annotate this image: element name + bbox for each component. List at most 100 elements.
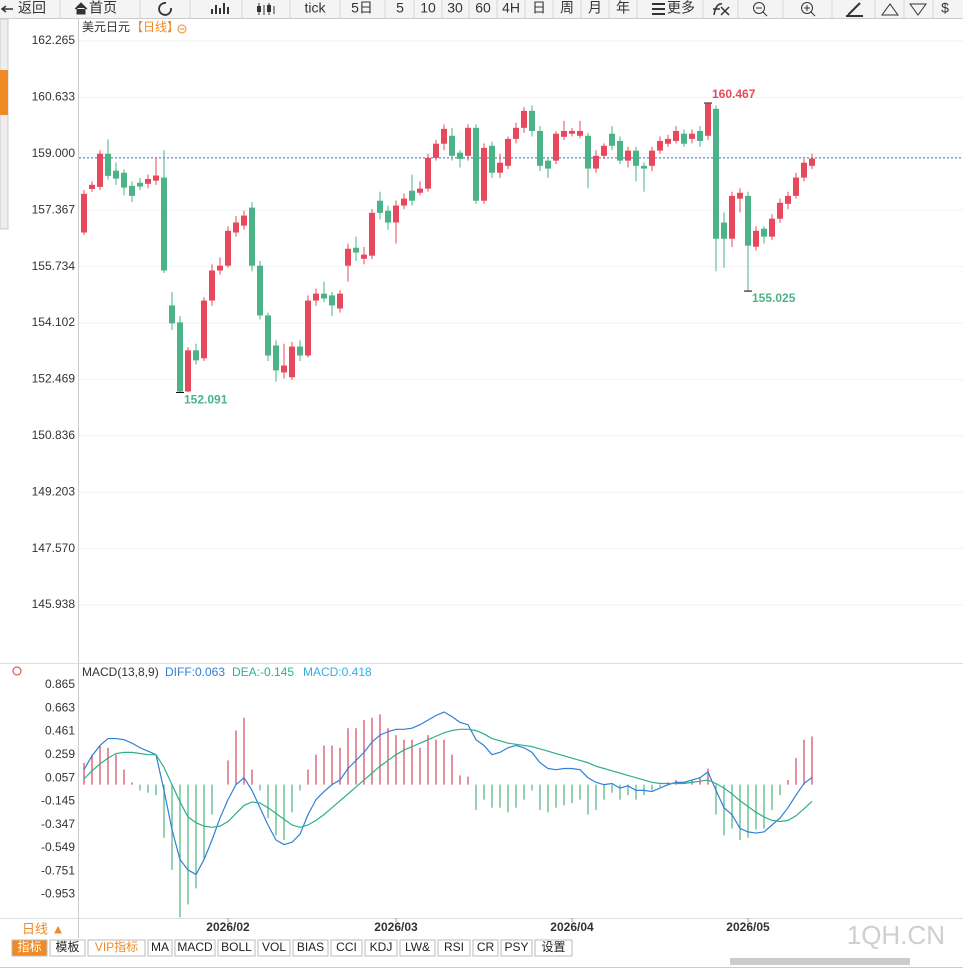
indicator-tab[interactable]: RSI (444, 940, 464, 954)
indicator-tab-bg[interactable] (437, 939, 471, 957)
settings-icon[interactable] (12, 666, 22, 676)
y-tick-label: 155.734 (32, 259, 76, 273)
y-tick-label: 0.259 (45, 747, 75, 761)
candle-body (609, 133, 615, 146)
menu-icon[interactable] (652, 3, 665, 15)
candle-body (713, 108, 719, 239)
toolbar-button[interactable]: 5 (396, 0, 404, 16)
indicator-tab[interactable]: MACD (177, 940, 213, 954)
y-tick-label: 0.461 (45, 724, 75, 738)
toolbar-button[interactable]: 更多 (667, 0, 695, 16)
chart-title: 美元日元 (82, 20, 130, 34)
indicator-tab-bg[interactable] (472, 939, 499, 957)
candle-body (81, 193, 87, 233)
candle-body (593, 155, 599, 169)
indicator-tab-bg[interactable] (87, 939, 146, 957)
collapse-icon[interactable] (177, 24, 187, 34)
indicator-tab-bg[interactable] (399, 939, 436, 957)
indicator-tab[interactable]: MA (151, 940, 169, 954)
fx-icon[interactable] (713, 3, 730, 16)
candle-body (457, 152, 463, 159)
candle-body (673, 130, 679, 141)
period-tab-bg[interactable] (8, 921, 74, 938)
indicator-tab-bg[interactable] (49, 939, 86, 957)
y-tick-label: 162.265 (32, 33, 76, 47)
candle-icon-body[interactable] (257, 6, 261, 12)
y-tick-label: -0.347 (41, 817, 75, 831)
candle-body (497, 162, 503, 173)
indicator-tab[interactable]: PSY (504, 940, 528, 954)
indicator-tab-bg[interactable] (500, 939, 533, 957)
pen-icon[interactable] (846, 2, 863, 17)
toolbar-button[interactable]: 返回 (18, 0, 46, 16)
indicator-tab-bg[interactable] (292, 939, 329, 957)
toolbar-button[interactable]: 60 (475, 0, 491, 16)
candle-body (265, 315, 271, 356)
toolbar-button[interactable]: 月 (588, 0, 602, 16)
macd-line (83, 711, 813, 876)
toolbar-button[interactable]: 10 (420, 0, 436, 16)
toolbar-button[interactable]: 日 (532, 0, 546, 16)
candle-body (537, 130, 543, 166)
indicator-tab-bg[interactable] (217, 939, 256, 957)
y-tick-label: 0.057 (45, 770, 75, 784)
bar-icon[interactable] (211, 3, 229, 14)
toolbar-button[interactable]: tick (305, 0, 327, 16)
candle-body (313, 293, 319, 301)
candle-body (761, 228, 767, 237)
candle-body (801, 162, 807, 178)
candle-body (121, 172, 127, 188)
indicator-tab-bg[interactable] (534, 939, 573, 957)
indicator-tab-bg[interactable] (364, 939, 398, 957)
indicator-tab-bg[interactable] (147, 939, 173, 957)
up-triangle-icon[interactable] (881, 3, 899, 16)
side-tabs[interactable] (0, 18, 9, 230)
zoom-in-icon[interactable] (804, 5, 816, 17)
toolbar-button[interactable]: 年 (616, 0, 630, 16)
indicator-tab[interactable]: LW& (405, 940, 430, 954)
toolbar-button[interactable]: 30 (447, 0, 463, 16)
candle-body (385, 210, 391, 223)
legend-macd: MACD:0.418 (303, 665, 372, 679)
candle-body (505, 138, 511, 166)
toolbar-button[interactable]: 首页 (89, 0, 117, 16)
candle-body (289, 346, 295, 378)
y-tick-label: 145.938 (32, 597, 76, 611)
toolbar-button[interactable]: $ (941, 0, 949, 16)
indicator-tab-bg[interactable] (330, 939, 363, 957)
scrollbar[interactable] (730, 958, 910, 965)
toolbar-button[interactable]: 周 (560, 0, 574, 16)
indicator-tab[interactable]: BOLL (221, 940, 252, 954)
zoom-out-icon[interactable] (753, 2, 765, 14)
indicator-tab-bg[interactable] (174, 939, 216, 957)
indicator-tab[interactable]: KDJ (370, 940, 393, 954)
y-tick-label: 150.836 (32, 428, 76, 442)
candle-body (577, 130, 583, 136)
side-tab-active[interactable] (0, 70, 8, 115)
period-tab[interactable]: 日线 ▲ (22, 921, 64, 936)
down-triangle-icon[interactable] (909, 3, 927, 16)
indicator-tab[interactable]: VOL (262, 940, 286, 954)
toolbar-button[interactable]: 5日 (351, 0, 373, 16)
indicator-tab[interactable]: CCI (336, 940, 357, 954)
zoom-out-icon[interactable] (756, 7, 768, 17)
back-icon[interactable] (0, 5, 13, 13)
refresh-icon[interactable] (158, 2, 172, 16)
home-icon[interactable] (74, 2, 88, 15)
candle-body (409, 190, 415, 201)
candle-body (689, 133, 695, 139)
indicator-tab[interactable]: BIAS (297, 940, 324, 954)
indicator-tab-bg[interactable] (11, 939, 48, 957)
zoom-in-icon[interactable] (801, 2, 813, 14)
candle-body (473, 127, 479, 201)
candle-body (129, 185, 135, 196)
indicator-tab[interactable]: 指标 (17, 939, 41, 954)
indicator-tab[interactable]: CR (477, 940, 495, 954)
indicator-tab-bg[interactable] (257, 939, 291, 957)
indicator-tab[interactable]: 设置 (541, 940, 565, 954)
toolbar-button[interactable]: 4H (502, 0, 520, 16)
candle-icon-body[interactable] (267, 5, 271, 12)
candle-body (209, 270, 215, 301)
indicator-tab[interactable]: VIP指标 (95, 939, 138, 954)
indicator-tab[interactable]: 模板 (55, 940, 79, 954)
